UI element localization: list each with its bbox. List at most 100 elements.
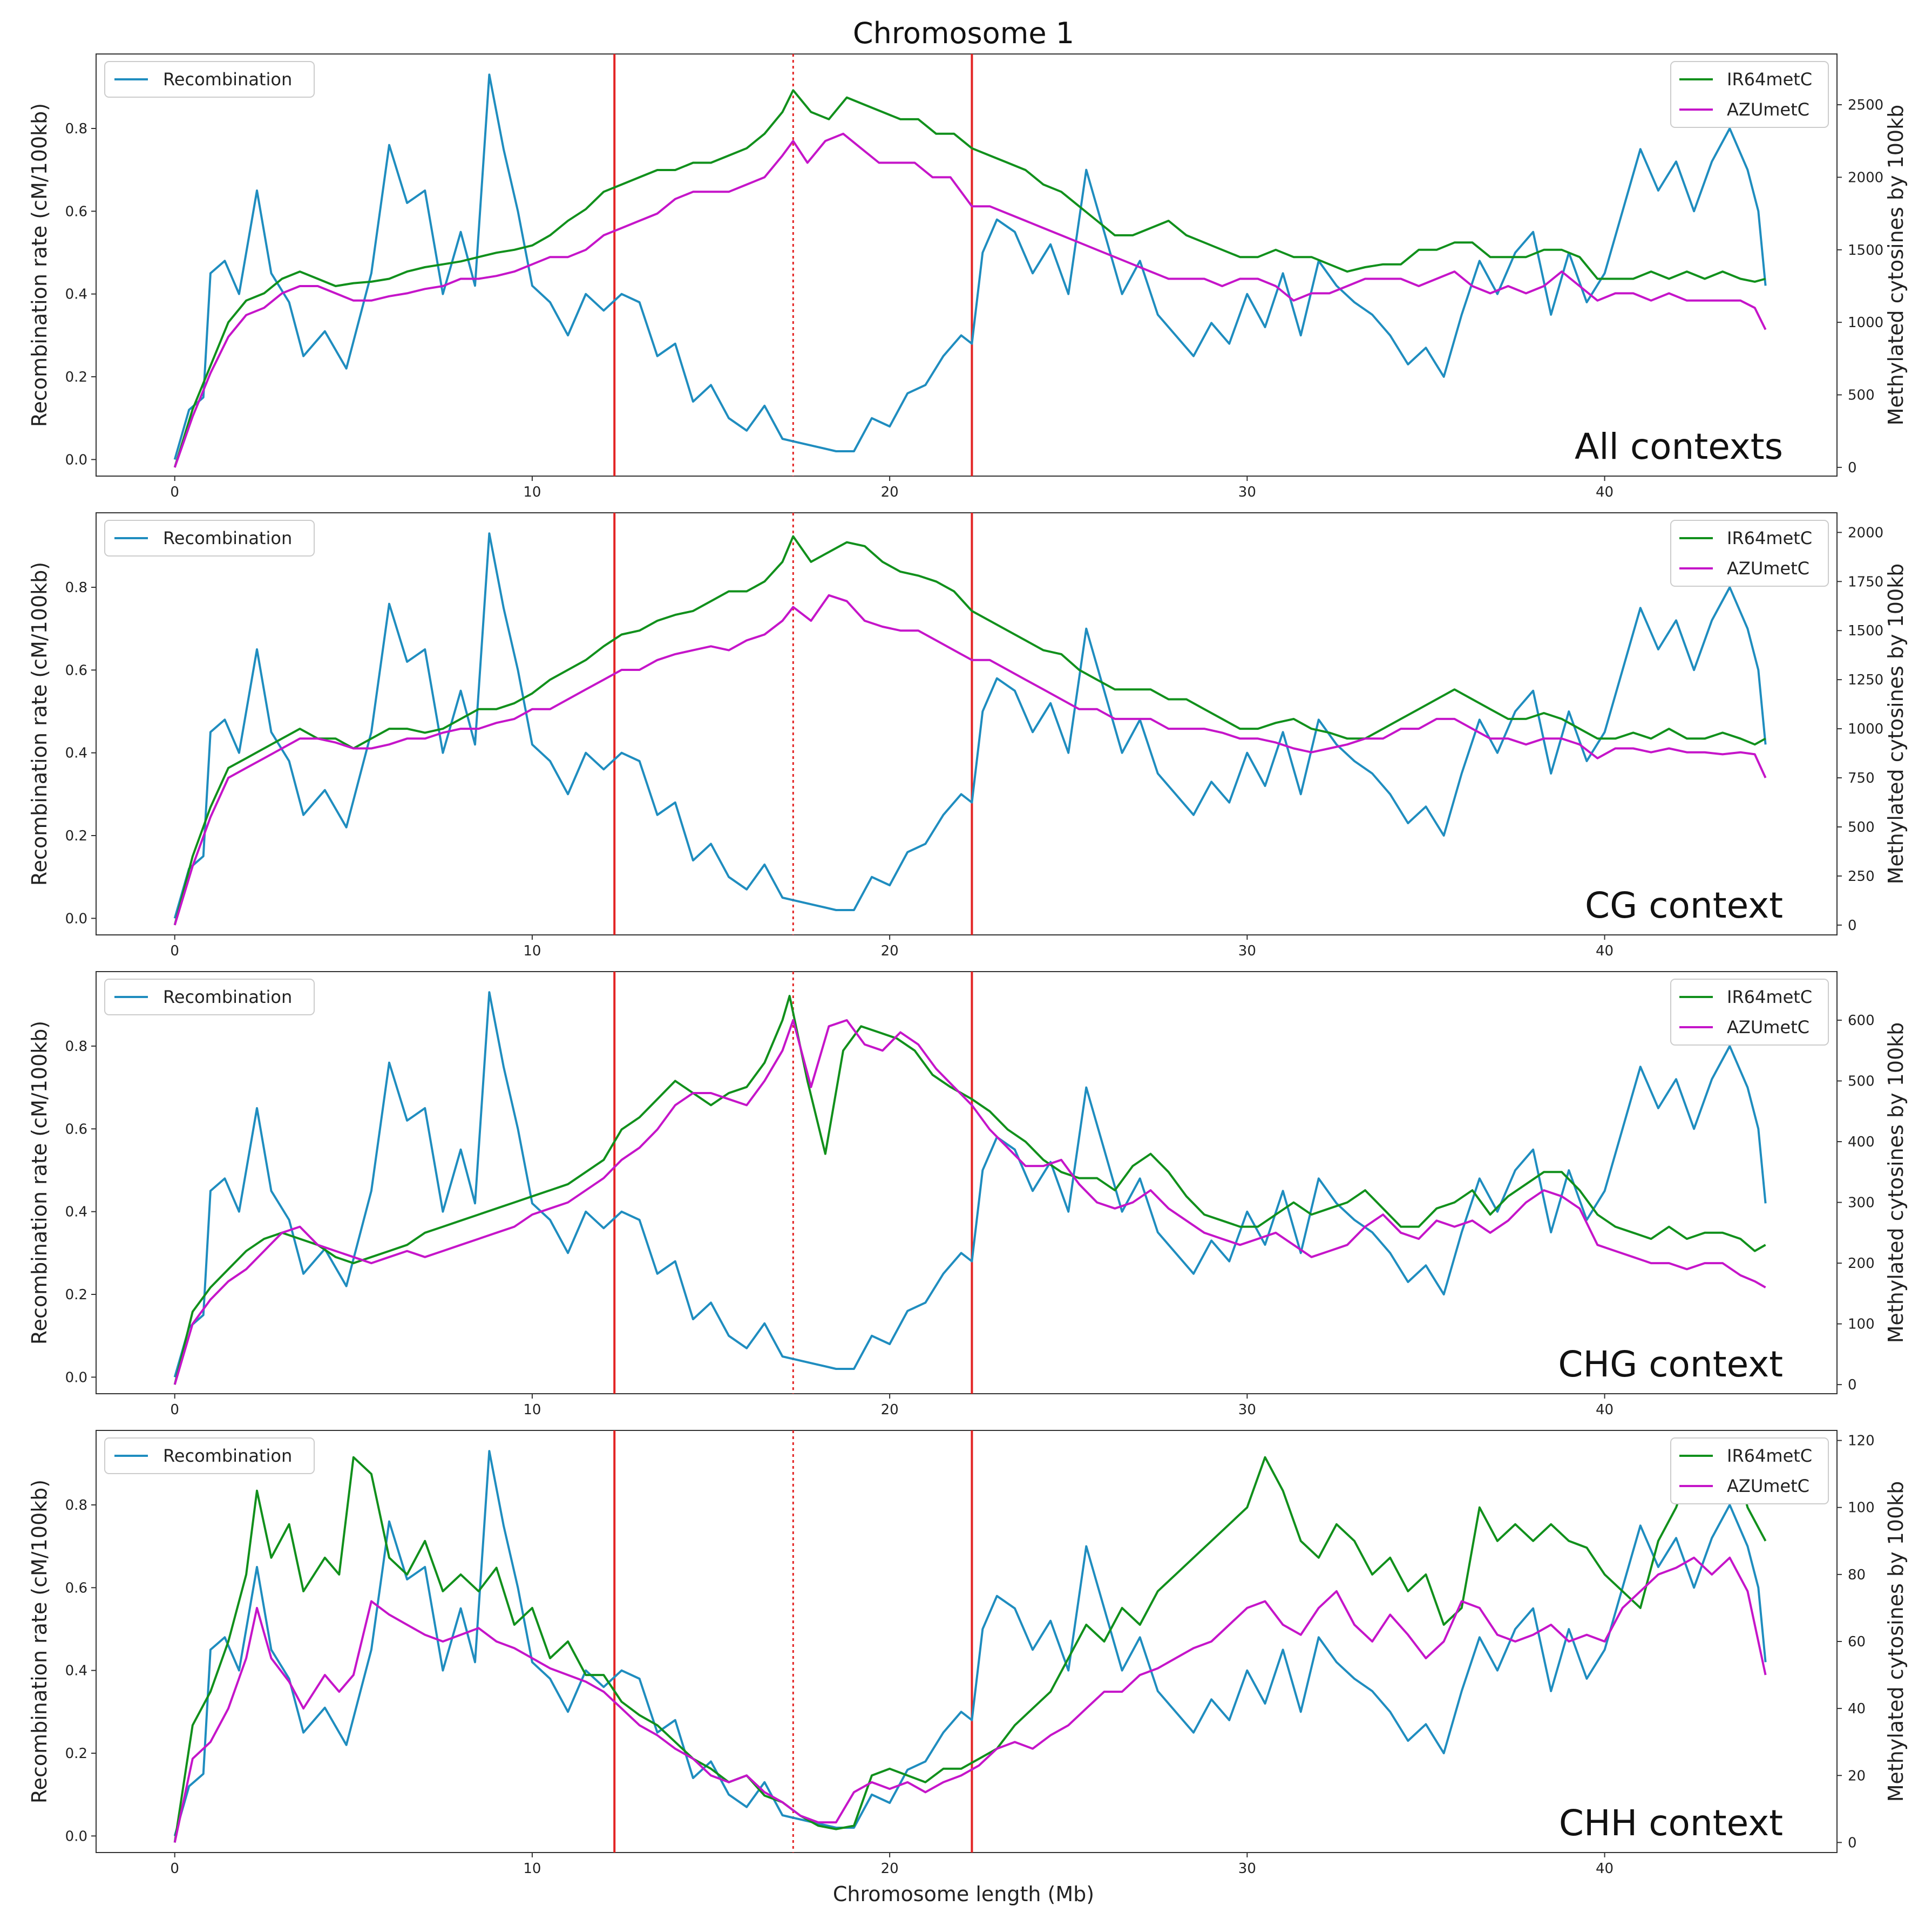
recombination-line <box>173 991 1767 1378</box>
y-left-tick-label: 0.6 <box>65 203 87 220</box>
recombination-line <box>173 1450 1767 1836</box>
legend-right-box <box>1670 979 1829 1046</box>
y-right-tick-label: 500 <box>1848 388 1875 404</box>
figure-title: Chromosome 1 <box>853 16 1074 50</box>
y-right-tick-label: 0 <box>1848 1377 1857 1393</box>
x-tick-label: 30 <box>1238 1402 1256 1418</box>
legend-right-box <box>1670 61 1829 128</box>
x-tick-label: 20 <box>881 943 899 959</box>
panel-4: 0 10 20 30 40 0.0 0.2 0.4 0.6 0.8 0 20 40 60 80 100 120 R… <box>28 1430 1908 1877</box>
x-tick-label: 0 <box>170 1402 179 1418</box>
y-left-axis-title: Recombination rate (cM/100kb) <box>28 1480 51 1803</box>
y-right-tick-label: 600 <box>1848 1013 1875 1029</box>
y-left-tick-label: 0.0 <box>65 1369 87 1386</box>
y-left-tick-label: 0.2 <box>65 828 87 844</box>
y-right-axis-title: Methylated cytosines by 100kb <box>1884 1022 1908 1344</box>
legend-left: Recombination <box>104 61 315 98</box>
x-tick-label: 40 <box>1596 484 1614 500</box>
x-axis-title: Chromosome length (Mb) <box>833 1882 1094 1906</box>
y-right-tick-label: 500 <box>1848 1074 1875 1090</box>
y-right-tick-label: 300 <box>1848 1195 1875 1211</box>
y-right-tick-label: 100 <box>1848 1317 1875 1333</box>
y-right-tick-label: 60 <box>1848 1634 1866 1650</box>
y-right-tick-label: 500 <box>1848 819 1875 836</box>
panel-3: 0 10 20 30 40 0.0 0.2 0.4 0.6 0.8 0 100 200 300 400 500… <box>28 971 1908 1418</box>
y-right-tick-label: 1250 <box>1848 672 1883 688</box>
y-left-tick-label: 0.8 <box>65 580 87 596</box>
y-left-tick-label: 0.8 <box>65 1497 87 1514</box>
x-tick-label: 40 <box>1596 1861 1614 1877</box>
y-right-tick-label: 0 <box>1848 918 1857 934</box>
y-right-tick-label: 1500 <box>1848 623 1883 639</box>
x-tick-label: 10 <box>523 484 541 500</box>
y-left-tick-label: 0.4 <box>65 1204 87 1220</box>
legend-left-box <box>104 61 315 98</box>
y-left-tick-label: 0.6 <box>65 1121 87 1137</box>
y-left-tick-label: 0.2 <box>65 1287 87 1303</box>
y-right-tick-label: 120 <box>1848 1433 1875 1449</box>
y-right-axis-title: Methylated cytosines by 100kb <box>1884 1481 1908 1802</box>
azumetc-line <box>173 132 1767 468</box>
legend-label-azumetc: AZUmetC <box>1727 1017 1809 1037</box>
y-right-tick-label: 100 <box>1848 1500 1875 1516</box>
legend-right: IR64metC AZUmetC <box>1670 1437 1829 1504</box>
legend-right: IR64metC AZUmetC <box>1670 61 1829 128</box>
y-left-tick-label: 0.6 <box>65 662 87 679</box>
panel-context-label: CG context <box>1585 885 1783 926</box>
panel-1: 0 10 20 30 40 0.0 0.2 0.4 0.6 0.8 0 500 1000 1500 2000… <box>28 53 1908 500</box>
legend-label-recombination: Recombination <box>163 69 292 90</box>
y-left-axis-title: Recombination rate (cM/100kb) <box>28 103 51 427</box>
legend-label-azumetc: AZUmetC <box>1727 99 1809 120</box>
legend-right-box <box>1670 520 1829 587</box>
legend-left-box <box>104 1437 315 1474</box>
x-tick-label: 10 <box>523 943 541 959</box>
x-tick-label: 20 <box>881 484 899 500</box>
x-tick-label: 40 <box>1596 1402 1614 1418</box>
azumetc-line <box>173 594 1767 926</box>
ir64metc-line <box>173 89 1766 468</box>
legend-label-ir64metc: IR64metC <box>1727 1446 1812 1466</box>
x-tick-label: 30 <box>1238 1861 1256 1877</box>
legend-label-recombination: Recombination <box>163 1446 292 1466</box>
y-right-tick-label: 2500 <box>1848 97 1883 113</box>
y-right-tick-label: 1750 <box>1848 574 1883 590</box>
panel-context-label: CHH context <box>1559 1802 1783 1844</box>
y-left-tick-label: 0.0 <box>65 452 87 468</box>
y-right-tick-label: 1500 <box>1848 242 1883 259</box>
y-right-tick-label: 1000 <box>1848 315 1883 331</box>
recombination-line <box>173 73 1767 460</box>
y-right-axis-title: Methylated cytosines by 100kb <box>1884 105 1908 426</box>
ir64metc-line <box>173 995 1766 1385</box>
y-left-tick-label: 0.0 <box>65 911 87 927</box>
y-right-tick-label: 2000 <box>1848 169 1883 186</box>
y-left-tick-label: 0.4 <box>65 287 87 303</box>
legend-left-box <box>104 520 315 557</box>
legend-label-ir64metc: IR64metC <box>1727 528 1812 548</box>
y-left-tick-label: 0.2 <box>65 1746 87 1762</box>
x-tick-label: 30 <box>1238 943 1256 959</box>
y-left-axis-title: Recombination rate (cM/100kb) <box>28 562 51 886</box>
x-tick-label: 40 <box>1596 943 1614 959</box>
legend-right: IR64metC AZUmetC <box>1670 520 1829 587</box>
panels: 0 10 20 30 400.00.20.40.60.80500100015002000… <box>28 53 1908 1877</box>
legend-left: Recombination <box>104 1437 315 1474</box>
y-left-tick-label: 0.8 <box>65 1039 87 1055</box>
y-left-tick-label: 0.2 <box>65 369 87 385</box>
plot-frame <box>96 1430 1838 1853</box>
legend-label-ir64metc: IR64metC <box>1727 69 1812 90</box>
legend-label-recombination: Recombination <box>163 987 292 1007</box>
panel-context-label: CHG context <box>1558 1344 1783 1385</box>
recombination-line <box>173 532 1767 919</box>
legend-left: Recombination <box>104 520 315 557</box>
plot-frame <box>96 971 1838 1394</box>
y-right-tick-label: 1000 <box>1848 721 1883 737</box>
x-tick-label: 0 <box>170 943 179 959</box>
y-right-tick-label: 250 <box>1848 869 1875 885</box>
x-tick-label: 10 <box>523 1861 541 1877</box>
y-left-tick-label: 0.4 <box>65 745 87 762</box>
y-left-tick-label: 0.8 <box>65 121 87 137</box>
azumetc-line <box>173 1019 1766 1385</box>
x-tick-label: 20 <box>881 1861 899 1877</box>
y-right-tick-label: 0 <box>1848 460 1857 476</box>
y-right-tick-label: 80 <box>1848 1567 1866 1583</box>
